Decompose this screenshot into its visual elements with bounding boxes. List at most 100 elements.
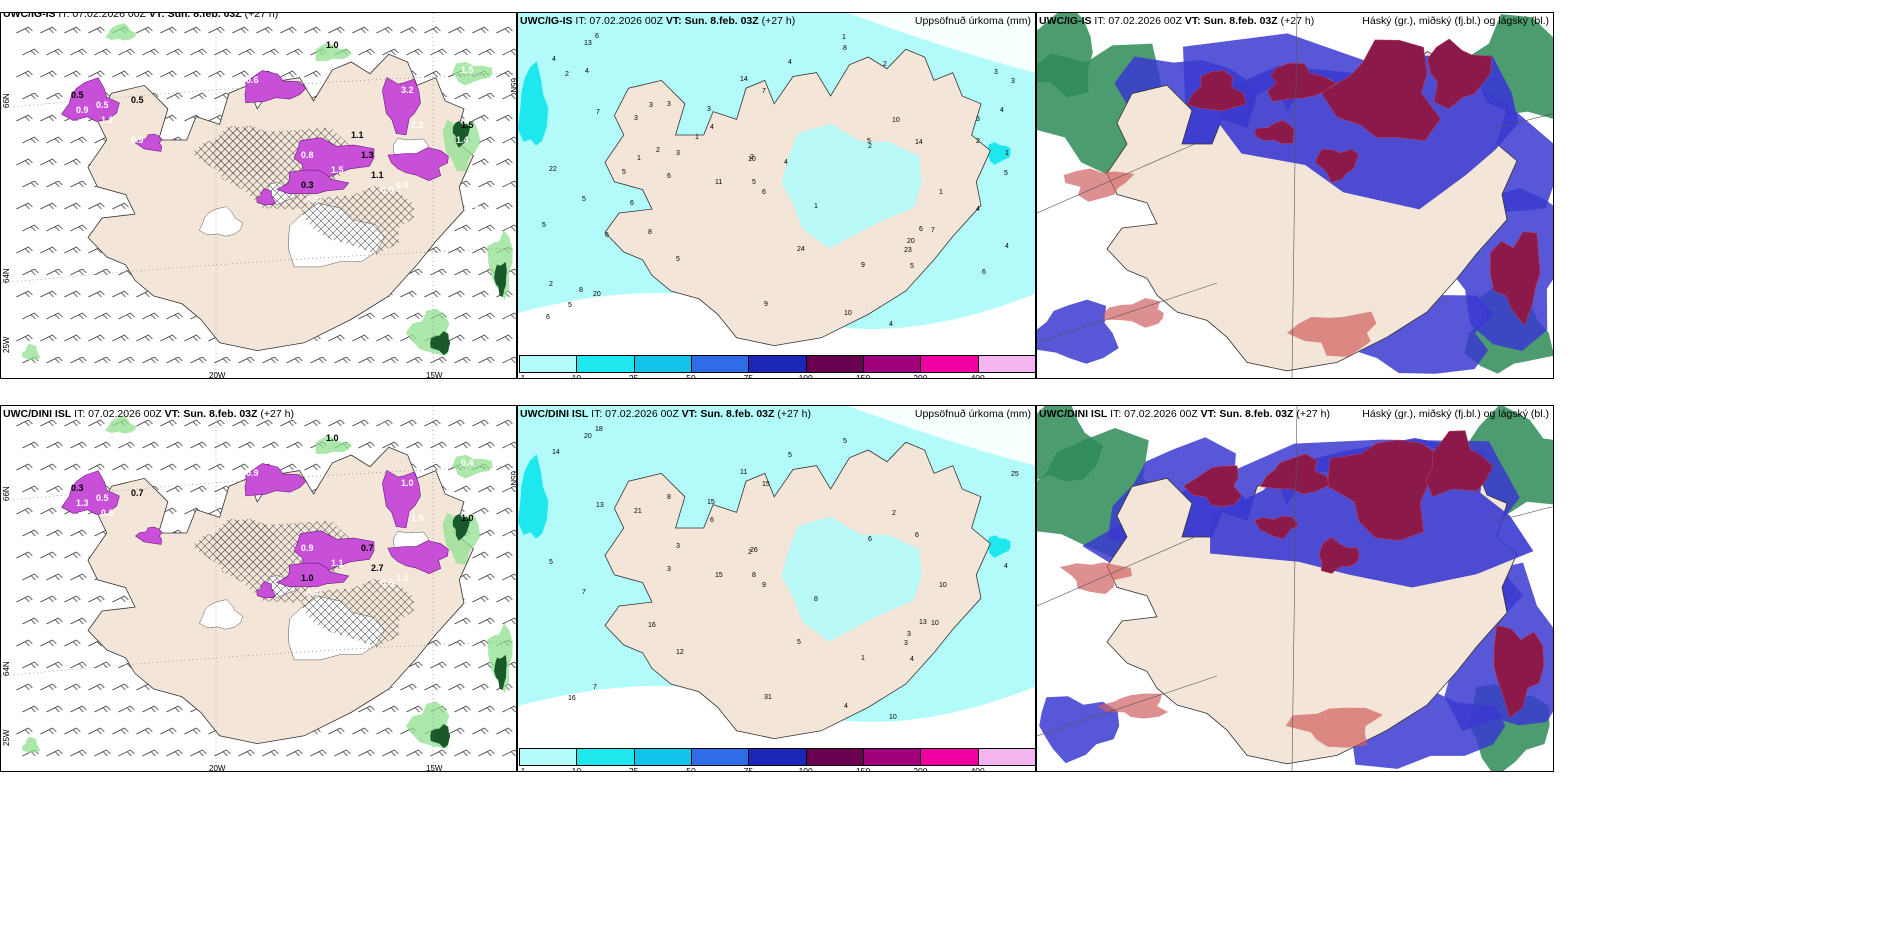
precip-value: 1 <box>939 189 943 196</box>
precip-value: 4 <box>889 321 893 328</box>
panel-ig-precip: 4 1 4 3 8 10 6 2 3 6 5 1 3 13 14 7 6 2 3 7 8 4 9 7 5 6 5 5 14 24 5 23 10… <box>517 12 1036 379</box>
value-label: 1.3 <box>361 150 374 160</box>
wind-barb <box>376 26 393 34</box>
wind-barb <box>166 705 183 713</box>
lon-label: 25W <box>2 729 11 746</box>
wind-barb <box>22 529 39 537</box>
wind-barb <box>166 48 183 56</box>
panel-dini-precip: 5 8 6 3 5 4 3 6 15 13 16 10 21 20 11 10 18 26 25 15 16 14 31 13… <box>517 405 1036 772</box>
wind-barb <box>358 749 375 757</box>
wind-barb <box>454 485 471 493</box>
precip-value: 6 <box>546 314 550 321</box>
precip-value: 21 <box>634 508 642 515</box>
precip-value: 5 <box>1004 170 1008 177</box>
lon-label: 15W <box>426 764 443 772</box>
precip-value: 13 <box>584 40 592 47</box>
precip-value: 2 <box>750 154 754 161</box>
mid-cloud <box>1253 516 1299 540</box>
precip-value: 2 <box>549 281 553 288</box>
wind-barb <box>142 312 159 320</box>
precip-cyan <box>518 454 549 539</box>
graticule <box>1037 13 1553 378</box>
legend-swatch <box>748 748 807 766</box>
precip-green <box>442 119 481 172</box>
wind-barb <box>16 419 33 427</box>
precip-value: 6 <box>595 33 599 40</box>
wind-barb <box>382 441 399 449</box>
precip-value: 6 <box>630 200 634 207</box>
legend-tick: 400 <box>970 373 985 379</box>
wind-barb <box>208 419 225 427</box>
lon-label: 20W <box>209 764 226 772</box>
legend-swatch <box>633 748 692 766</box>
wind-barb <box>112 334 129 342</box>
value-label: 1.0 <box>326 40 339 50</box>
wind-barb <box>70 312 87 320</box>
precip-value: 5 <box>843 438 847 445</box>
precip-value: 5 <box>549 559 553 566</box>
wind-barb <box>190 749 207 757</box>
wind-barb <box>406 705 423 713</box>
lon-label: 15W <box>426 371 443 379</box>
precip-value: 3 <box>907 631 911 638</box>
precip-value: 4 <box>710 124 714 131</box>
value-label: 1.1 <box>101 115 114 125</box>
snow-hatch <box>191 518 278 571</box>
precip-pink <box>387 540 449 575</box>
wind-barb <box>22 48 39 56</box>
wind-barb <box>64 158 81 166</box>
value-label: 1.0 <box>326 433 339 443</box>
wind-barb <box>430 356 447 364</box>
legend-swatch <box>691 355 750 373</box>
wind-barb <box>358 441 375 449</box>
precip-legend: 1 10 25 50 75 100 150 200 400 <box>519 355 1035 379</box>
mid-cloud <box>1253 120 1295 144</box>
value-label: 0.9 <box>246 468 259 478</box>
precip-value: 7 <box>762 88 766 95</box>
wind-barb <box>472 551 489 559</box>
wind-barb <box>478 485 495 493</box>
wind-barb <box>46 749 63 757</box>
precip-value: 9 <box>762 582 766 589</box>
precip-value: 2 <box>892 510 896 517</box>
precip-value: 9 <box>861 262 865 269</box>
wind-barb <box>64 246 81 254</box>
wind-barb <box>88 26 105 34</box>
wind-barb <box>478 356 495 364</box>
wind-barb <box>358 48 375 56</box>
low-cloud <box>1037 299 1119 364</box>
precip-value: 3 <box>676 543 680 550</box>
wind-barb <box>286 749 303 757</box>
legend-swatch <box>576 748 635 766</box>
precip-map: 5863543615131610212011101826251516143113… <box>518 406 1035 740</box>
value-label: 0.7 <box>131 488 144 498</box>
wind-barb <box>232 463 249 471</box>
wind-barb <box>118 48 135 56</box>
wind-barb <box>16 334 33 342</box>
precip-value: 10 <box>844 310 852 317</box>
value-label: 1.0 <box>461 513 474 523</box>
wind-barb <box>310 749 327 757</box>
value-label: 0.5 <box>466 200 479 210</box>
precip-dark <box>452 514 471 541</box>
wind-barb <box>142 356 159 364</box>
wind-barb <box>64 26 81 34</box>
precip-value: 9 <box>764 301 768 308</box>
precip-value: 4 <box>976 206 980 213</box>
precip-value: 14 <box>915 139 923 146</box>
wind-barb <box>142 441 159 449</box>
wind-barb <box>16 639 33 647</box>
wind-barb <box>424 683 441 691</box>
wind-barb <box>304 70 321 78</box>
wind-barb <box>166 356 183 364</box>
precip-value: 18 <box>595 426 603 433</box>
precip-pink <box>134 133 163 152</box>
wind-barb <box>502 441 516 449</box>
wind-barb <box>112 290 129 298</box>
precip-value: 8 <box>648 229 652 236</box>
precip-value: 5 <box>788 452 792 459</box>
precip-cyan <box>986 535 1011 558</box>
mid-cloud <box>1186 70 1247 112</box>
wind-barb <box>376 727 393 735</box>
wind-barb <box>478 312 495 320</box>
